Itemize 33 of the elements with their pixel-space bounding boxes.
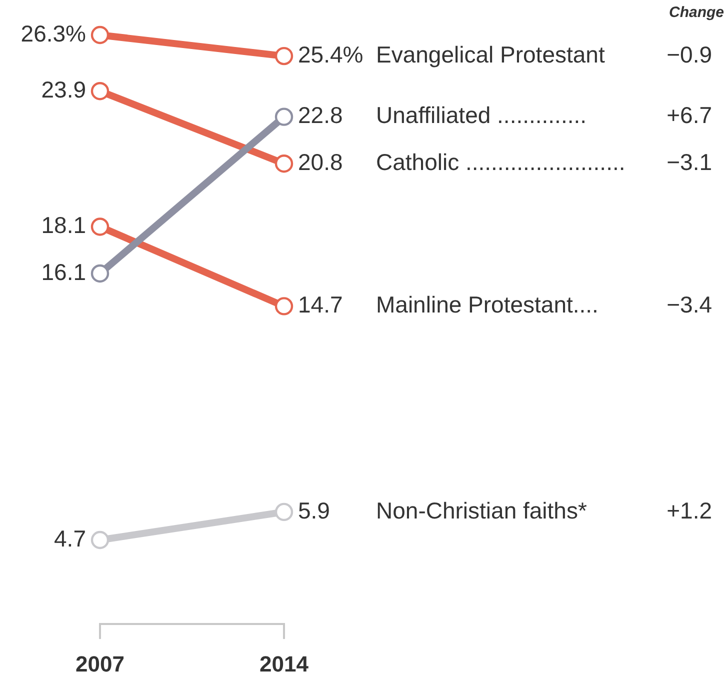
data-label: 16.1 (41, 258, 86, 285)
text: Non-Christian faiths* (376, 497, 587, 524)
point (90, 264, 110, 283)
point (90, 530, 110, 550)
point (90, 82, 110, 100)
text: +1.2 (666, 497, 712, 524)
point (274, 297, 294, 316)
data-label: 20.8 (298, 148, 343, 175)
text: +6.7 (666, 102, 712, 128)
data-label: 25.4% (298, 41, 364, 68)
data-label: 18.1 (41, 212, 86, 238)
text: −3.1 (666, 148, 712, 175)
text: Change (668, 4, 724, 22)
point (90, 26, 110, 44)
data-label: 22.8 (298, 102, 343, 128)
text: −0.9 (666, 41, 712, 68)
text: Unaffiliated .............. (376, 102, 587, 128)
point (274, 154, 294, 173)
point (274, 46, 294, 66)
point (274, 108, 294, 126)
x-tick-label: 2007 (76, 651, 124, 676)
data-label: 23.9 (41, 76, 86, 102)
point (90, 218, 110, 236)
x-tick-label: 2014 (260, 651, 310, 676)
data-label: 4.7 (54, 525, 86, 552)
data-label: 26.3% (20, 20, 86, 46)
data-label: 14.7 (298, 292, 343, 318)
text: Evangelical Protestant (376, 41, 606, 68)
text: Mainline Protestant.... (376, 292, 598, 318)
text: −3.4 (666, 292, 712, 318)
point (274, 502, 294, 522)
data-label: 5.9 (298, 497, 330, 524)
text: Catholic ......................... (376, 148, 626, 175)
